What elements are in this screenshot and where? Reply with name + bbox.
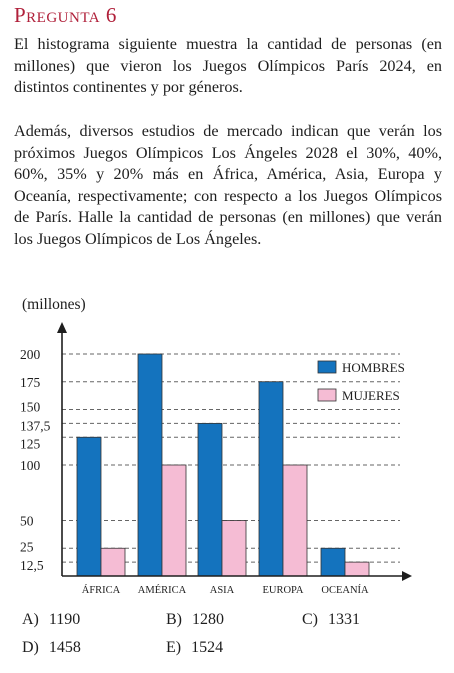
option-d[interactable]: D) 1458 <box>22 639 81 657</box>
y-tick-label: 12,5 <box>20 558 44 573</box>
y-tick-label: 50 <box>20 514 34 529</box>
option-c[interactable]: C) 1331 <box>302 611 360 629</box>
option-value: 1458 <box>48 639 81 656</box>
option-value: 1524 <box>191 639 224 656</box>
question-paragraph-2: Además, diversos estudios de mercado ind… <box>14 122 442 248</box>
legend-swatch-hombres <box>317 360 337 374</box>
bar-hombres-oceanía <box>320 547 346 577</box>
option-e[interactable]: E) 1524 <box>166 639 223 657</box>
bar-mujeres-europa <box>282 464 308 577</box>
y-tick-label: 100 <box>20 458 41 473</box>
option-b[interactable]: B) 1280 <box>166 611 224 629</box>
y-tick-label: 200 <box>20 347 41 362</box>
x-tick-label: EUROPA <box>262 585 303 596</box>
bar-hombres-asia <box>197 422 223 577</box>
x-tick-label: ÁFRICA <box>82 584 121 596</box>
y-tick-label: 150 <box>20 400 41 415</box>
legend-label-hombres: HOMBRES <box>342 360 405 375</box>
y-tick-label: 137,5 <box>20 418 51 433</box>
y-axis-label: (millones) <box>22 296 86 313</box>
option-letter: E) <box>166 639 182 656</box>
bar-mujeres-oceanía <box>344 561 370 577</box>
x-tick-label: ASIA <box>210 585 235 596</box>
y-tick-label: 25 <box>20 539 34 554</box>
x-axis-arrow <box>402 571 412 581</box>
bar-hombres-europa <box>258 381 284 577</box>
y-axis-arrow <box>57 322 67 333</box>
x-tick-label: AMÉRICA <box>138 584 187 596</box>
bar-mujeres-asia <box>221 520 247 577</box>
option-letter: D) <box>22 639 39 656</box>
bar-mujeres-áfrica <box>100 547 126 577</box>
bar-mujeres-américa <box>161 464 187 577</box>
option-value: 1190 <box>48 611 81 628</box>
option-value: 1331 <box>328 611 360 628</box>
bar-hombres-américa <box>137 353 163 577</box>
x-tick-label: OCEANÍA <box>321 584 369 596</box>
y-tick-label: 125 <box>20 436 41 451</box>
question-paragraph-1: El histograma siguiente muestra la canti… <box>14 35 442 96</box>
legend-label-mujeres: MUJERES <box>342 388 400 403</box>
option-letter: C) <box>302 611 318 628</box>
y-tick-label: 175 <box>20 375 41 390</box>
option-letter: B) <box>166 611 182 628</box>
option-a[interactable]: A) 1190 <box>22 611 80 629</box>
question-heading: Pregunta 6 <box>14 3 117 27</box>
option-letter: A) <box>22 611 39 628</box>
option-value: 1280 <box>192 611 224 628</box>
bar-hombres-áfrica <box>76 436 102 577</box>
legend-swatch-mujeres <box>317 388 337 402</box>
